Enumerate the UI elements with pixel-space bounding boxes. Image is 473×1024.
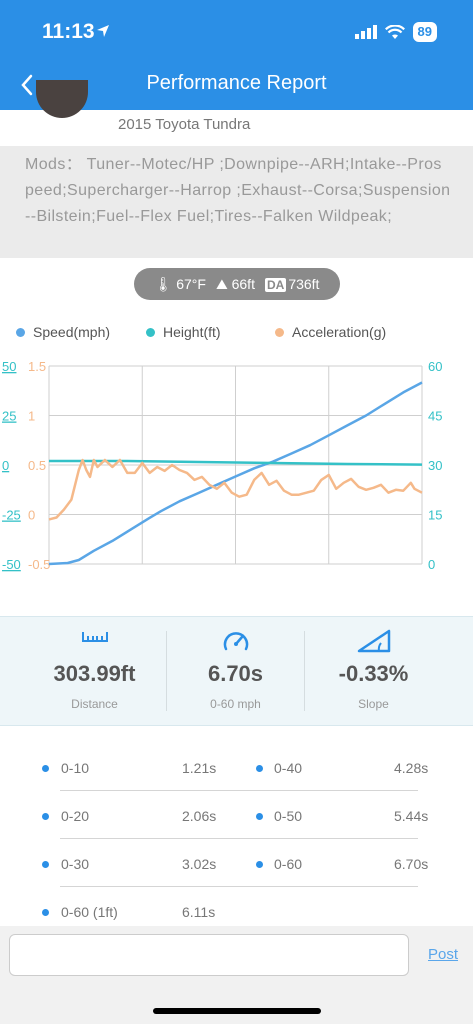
series-line-speedmph — [48, 381, 423, 566]
stats-panel: 303.99ft Distance 6.70s 0-60 mph -0.33% … — [0, 616, 473, 726]
thermometer-icon: 🌡 — [154, 275, 173, 292]
status-time: 11:13 — [42, 20, 95, 43]
split-time: 3.02s — [182, 856, 217, 872]
split-label: 0-10 — [61, 760, 90, 776]
tick-label: 45 — [428, 409, 442, 424]
divider — [166, 631, 167, 711]
location-arrow-icon — [97, 25, 109, 37]
stat-label: 0-60 mph — [210, 697, 261, 711]
tick-label: -50 — [2, 557, 21, 572]
conditions-pill: 🌡 67°F ⛰ 66ft DA 736ft — [134, 268, 340, 300]
status-icons: 89 — [354, 22, 437, 42]
tick-label: 1 — [28, 409, 35, 424]
legend-dot — [16, 327, 25, 337]
split-dot — [256, 861, 263, 868]
tick-label: 0 — [28, 508, 35, 523]
split-dot — [42, 765, 49, 772]
wifi-icon — [384, 24, 405, 39]
tick-label: 15 — [428, 508, 442, 523]
stat-label: Distance — [71, 697, 118, 711]
battery-icon: 89 — [412, 22, 437, 42]
split-time: 4.28s — [394, 760, 429, 776]
split-divider — [60, 886, 418, 887]
split-divider — [60, 838, 418, 839]
split-label: 0-60 — [274, 856, 303, 872]
page-title: Performance Report — [146, 72, 327, 94]
split-dot — [42, 813, 49, 820]
comment-input[interactable] — [9, 934, 409, 976]
split-dot — [256, 813, 263, 820]
split-time: 6.70s — [394, 856, 429, 872]
tick-label: 25 — [2, 409, 16, 424]
performance-chart: 50 25 0 -25 -50 1.5 1 0.5 0 -0.5 60 45 30 15 0 — [2, 359, 442, 572]
stat-value: 303.99ft — [53, 661, 136, 686]
tick-label: -0.5 — [28, 557, 50, 572]
series-line-accelerationg — [48, 458, 423, 521]
split-divider — [60, 790, 418, 791]
density-altitude: DA 736ft — [264, 276, 320, 292]
split-time: 2.06s — [182, 808, 217, 824]
stat-distance: 303.99ft Distance — [26, 617, 163, 725]
tick-label: 0 — [428, 557, 435, 572]
split-dot — [42, 909, 49, 916]
split-label: 0-20 — [61, 808, 90, 824]
comment-bar: Post — [0, 926, 473, 1024]
mountain-icon: ⛰ — [215, 275, 228, 292]
stat-value: 6.70s — [207, 661, 264, 686]
slope-icon — [357, 629, 390, 653]
status-bar: 11:13 89 — [0, 0, 473, 60]
split-dot — [42, 861, 49, 868]
avatar[interactable] — [36, 80, 88, 118]
split-label: 0-60 (1ft) — [61, 904, 118, 920]
legend-height[interactable]: Height(ft) — [146, 324, 221, 340]
split-time: 5.44s — [394, 808, 429, 824]
stat-0-60: 6.70s 0-60 mph — [167, 617, 304, 725]
back-chevron-icon[interactable] — [14, 70, 44, 100]
tick-label: 0.5 — [28, 458, 46, 473]
post-button[interactable]: Post — [428, 946, 459, 963]
split-dot — [256, 765, 263, 772]
tick-label: 30 — [428, 458, 442, 473]
stat-value: -0.33% — [338, 661, 409, 686]
tick-label: 0 — [2, 458, 9, 473]
vehicle-name: 2015 Toyota Tundra — [118, 116, 251, 133]
legend-label: Height(ft) — [163, 324, 221, 340]
tick-label: 50 — [2, 359, 16, 374]
stat-label: Slope — [358, 697, 389, 711]
legend-speed[interactable]: Speed(mph) — [16, 324, 110, 340]
signal-icon — [354, 25, 377, 39]
da-icon: DA — [264, 278, 287, 292]
tick-label: 60 — [428, 359, 442, 374]
home-indicator — [153, 1008, 321, 1014]
legend-dot — [275, 327, 284, 337]
split-time: 1.21s — [182, 760, 217, 776]
split-label: 0-50 — [274, 808, 303, 824]
altitude: ⛰ 66ft — [215, 275, 255, 292]
series-line-heightft — [49, 459, 423, 466]
legend-acceleration[interactable]: Acceleration(g) — [275, 324, 386, 340]
legend-dot — [146, 327, 155, 337]
split-label: 0-30 — [61, 856, 90, 872]
ruler-icon — [81, 632, 108, 642]
mods-text: Mods： Tuner--Motec/HP ;Downpipe--ARH;Int… — [25, 156, 451, 225]
tick-label: 1.5 — [28, 359, 46, 374]
divider — [304, 631, 305, 711]
split-time: 6.11s — [182, 904, 216, 920]
tick-label: -25 — [2, 508, 21, 523]
legend-label: Acceleration(g) — [292, 324, 387, 340]
split-label: 0-40 — [274, 760, 303, 776]
mods-box: Mods： Tuner--Motec/HP ;Downpipe--ARH;Int… — [0, 146, 473, 258]
legend-label: Speed(mph) — [33, 324, 111, 340]
temperature: 🌡 67°F — [154, 275, 206, 292]
speedometer-icon — [223, 632, 248, 651]
stat-slope: -0.33% Slope — [305, 617, 442, 725]
